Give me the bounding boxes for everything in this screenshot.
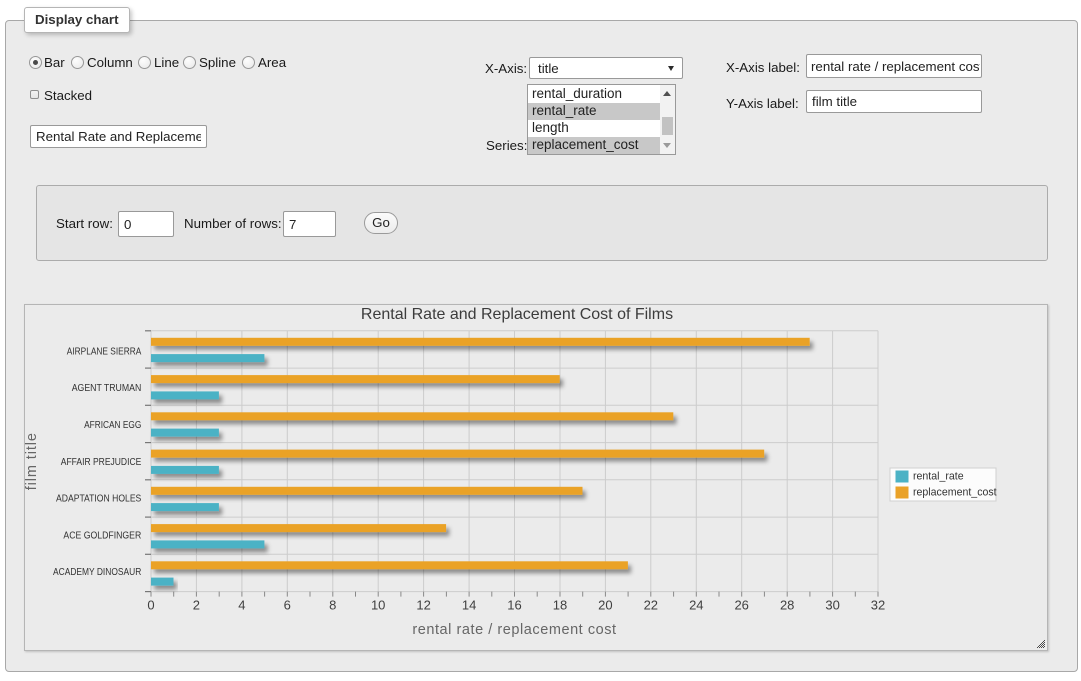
svg-text:ACE GOLDFINGER: ACE GOLDFINGER <box>63 530 141 541</box>
svg-text:AFRICAN EGG: AFRICAN EGG <box>84 420 141 431</box>
svg-text:replacement_cost: replacement_cost <box>913 487 997 499</box>
svg-text:20: 20 <box>598 598 612 613</box>
svg-text:28: 28 <box>780 598 794 613</box>
svg-text:Rental Rate and Replacement Co: Rental Rate and Replacement Cost of Film… <box>361 306 673 323</box>
svg-text:ADAPTATION HOLES: ADAPTATION HOLES <box>56 494 142 505</box>
svg-text:film title: film title <box>25 432 40 490</box>
svg-text:AIRPLANE SIERRA: AIRPLANE SIERRA <box>67 346 142 357</box>
svg-text:32: 32 <box>871 598 885 613</box>
svg-text:rental_rate: rental_rate <box>913 471 964 483</box>
svg-text:14: 14 <box>462 598 476 613</box>
svg-text:ACADEMY DINOSAUR: ACADEMY DINOSAUR <box>53 567 141 578</box>
svg-text:18: 18 <box>553 598 567 613</box>
svg-text:16: 16 <box>507 598 521 613</box>
svg-text:8: 8 <box>329 598 336 613</box>
svg-text:12: 12 <box>416 598 430 613</box>
svg-text:2: 2 <box>193 598 200 613</box>
svg-text:22: 22 <box>644 598 658 613</box>
svg-text:AGENT TRUMAN: AGENT TRUMAN <box>72 383 142 394</box>
svg-text:4: 4 <box>238 598 245 613</box>
svg-text:6: 6 <box>284 598 291 613</box>
svg-text:0: 0 <box>147 598 154 613</box>
svg-text:26: 26 <box>734 598 748 613</box>
svg-text:24: 24 <box>689 598 703 613</box>
svg-text:30: 30 <box>825 598 839 613</box>
svg-text:10: 10 <box>371 598 385 613</box>
svg-text:AFFAIR PREJUDICE: AFFAIR PREJUDICE <box>61 457 142 468</box>
svg-text:rental rate / replacement cost: rental rate / replacement cost <box>412 622 616 638</box>
